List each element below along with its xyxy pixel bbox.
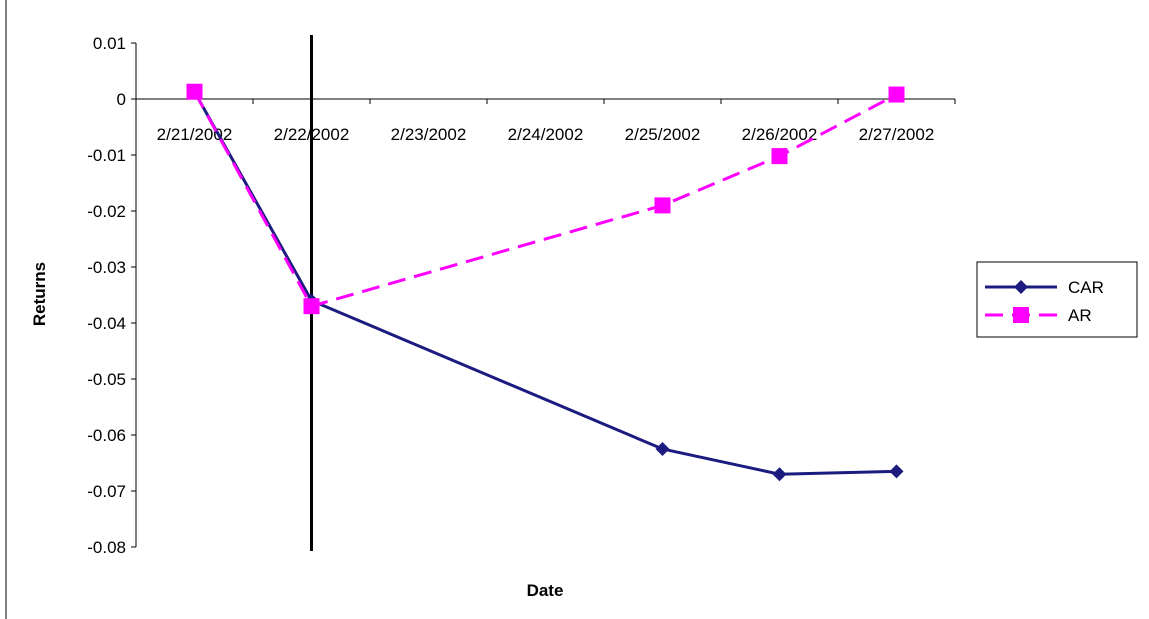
y-tick-label: -0.07 bbox=[87, 482, 126, 501]
y-tick-label: -0.04 bbox=[87, 314, 126, 333]
data-point-ar bbox=[771, 148, 788, 165]
x-tick-label: 2/25/2002 bbox=[625, 125, 701, 144]
x-tick-label: 2/23/2002 bbox=[391, 125, 467, 144]
series-ar bbox=[186, 83, 905, 315]
y-tick-label: -0.05 bbox=[87, 370, 126, 389]
legend-marker-car bbox=[1014, 280, 1028, 294]
x-tick-label: 2/21/2002 bbox=[157, 125, 233, 144]
data-point-ar bbox=[888, 86, 905, 103]
legend: CAR AR bbox=[976, 261, 1138, 338]
axes bbox=[131, 42, 956, 548]
data-point-car bbox=[772, 467, 787, 482]
legend-label-car: CAR bbox=[1068, 278, 1104, 297]
series-line-ar bbox=[193, 91, 898, 308]
x-tick-label: 2/24/2002 bbox=[508, 125, 584, 144]
legend-box bbox=[976, 261, 1138, 338]
legend-marker-ar bbox=[1013, 307, 1029, 323]
data-point-car bbox=[889, 464, 904, 479]
y-axis-title: Returns bbox=[30, 262, 49, 326]
y-tick-label: -0.02 bbox=[87, 202, 126, 221]
y-tick-label: -0.01 bbox=[87, 146, 126, 165]
data-point-ar bbox=[654, 197, 671, 214]
series-car bbox=[187, 84, 904, 482]
y-tick-label: -0.03 bbox=[87, 258, 126, 277]
tick-labels: 0.01 0 -0.01 -0.02 -0.03 -0.04 -0.05 -0.06 -0.07… bbox=[87, 34, 934, 557]
y-tick-label: -0.06 bbox=[87, 426, 126, 445]
y-tick-label: 0.01 bbox=[93, 34, 126, 53]
x-axis-title: Date bbox=[527, 581, 564, 600]
legend-label-ar: AR bbox=[1068, 306, 1092, 325]
data-point-car bbox=[655, 442, 670, 456]
x-tick-label: 2/26/2002 bbox=[742, 125, 818, 144]
series-group bbox=[186, 83, 905, 482]
y-tick-label: -0.08 bbox=[87, 538, 126, 557]
data-point-ar bbox=[186, 83, 203, 100]
x-tick-label: 2/27/2002 bbox=[859, 125, 935, 144]
data-point-ar bbox=[303, 298, 320, 315]
y-tick-label: 0 bbox=[117, 90, 126, 109]
